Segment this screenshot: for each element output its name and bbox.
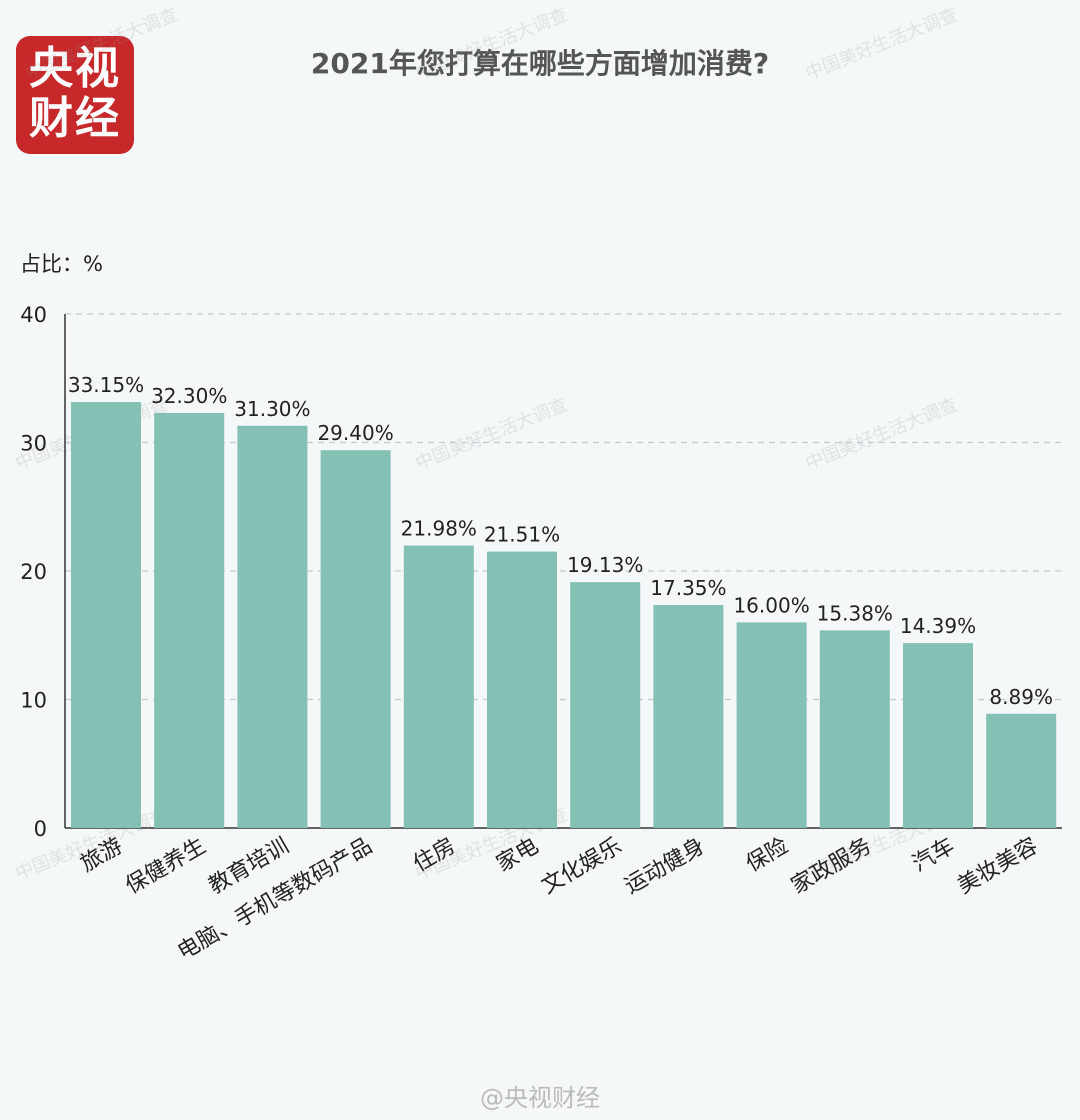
chart-title: 2021年您打算在哪些方面增加消费? xyxy=(310,47,770,80)
bar xyxy=(154,412,225,828)
bar xyxy=(320,450,391,828)
x-tick-label: 美妆美容 xyxy=(953,834,1042,900)
x-tick-label: 汽车 xyxy=(908,834,959,878)
data-label: 15.38% xyxy=(817,601,893,625)
logo-line-1: 央视 xyxy=(29,43,121,94)
y-tick-label: 40 xyxy=(20,303,47,327)
data-label: 21.51% xyxy=(484,523,560,547)
bar xyxy=(736,622,807,828)
bar xyxy=(487,551,557,828)
data-label: 14.39% xyxy=(900,614,976,638)
x-tick-label: 保险 xyxy=(742,834,793,878)
y-tick-label: 20 xyxy=(20,560,47,584)
data-label: 17.35% xyxy=(650,576,726,600)
x-tick-label: 旅游 xyxy=(76,834,127,878)
y-tick-label: 10 xyxy=(20,689,47,713)
data-label: 33.15% xyxy=(68,373,144,397)
x-tick-label: 家电 xyxy=(492,834,543,878)
x-tick-label: 文化娱乐 xyxy=(537,834,626,900)
data-label: 19.13% xyxy=(567,553,643,577)
bar xyxy=(903,643,973,828)
bar xyxy=(237,425,308,828)
bar xyxy=(986,713,1057,828)
data-label: 29.40% xyxy=(317,421,393,445)
x-tick-label: 住房 xyxy=(409,834,460,878)
x-tick-label: 运动健身 xyxy=(621,834,710,900)
bar xyxy=(819,630,890,828)
y-tick-label: 30 xyxy=(20,432,47,456)
y-tick-label: 0 xyxy=(34,817,47,841)
data-label: 31.30% xyxy=(234,397,310,421)
x-tick-label: 保健养生 xyxy=(121,834,210,900)
data-label: 21.98% xyxy=(401,517,477,541)
cctv-finance-logo: 央视 财经 xyxy=(16,36,134,154)
weibo-watermark: @央视财经 xyxy=(480,1084,600,1112)
bar xyxy=(653,605,724,828)
logo-line-2: 财经 xyxy=(29,93,121,144)
bar xyxy=(71,402,141,828)
y-axis-unit-label: 占比：% xyxy=(20,252,103,276)
data-label: 8.89% xyxy=(989,685,1053,709)
data-label: 32.30% xyxy=(151,384,227,408)
bar xyxy=(570,582,641,828)
bar xyxy=(403,545,474,828)
data-label: 16.00% xyxy=(733,593,809,617)
x-tick-label: 家政服务 xyxy=(787,834,876,900)
